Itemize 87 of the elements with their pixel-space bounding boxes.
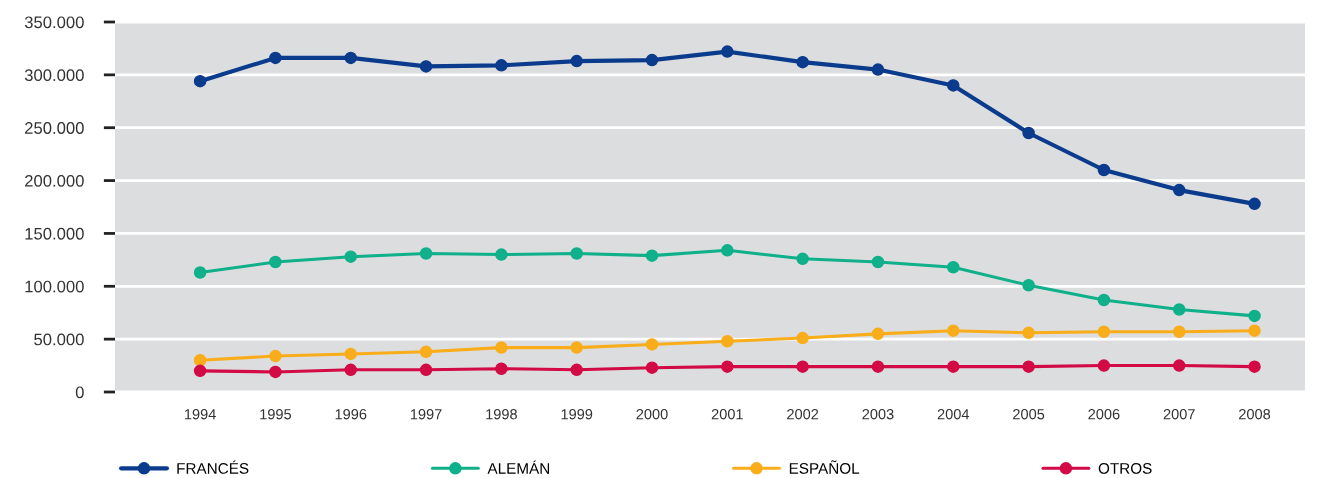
point: [947, 360, 960, 373]
point: [645, 361, 659, 374]
point: [721, 360, 734, 373]
x-tick-label: 2000: [636, 409, 668, 420]
point: [344, 347, 357, 361]
point: [1097, 163, 1111, 177]
point: [1172, 183, 1186, 197]
x-tick-label: 2004: [937, 409, 970, 420]
point: [419, 60, 433, 73]
point: [645, 338, 659, 351]
point: [193, 74, 207, 88]
point: [796, 331, 809, 345]
y-tick-label: 150.000: [25, 227, 84, 240]
point: [1248, 309, 1261, 323]
point: [645, 53, 659, 67]
point: [947, 261, 960, 274]
point: [1248, 197, 1261, 211]
point: [419, 247, 433, 260]
point: [1022, 360, 1035, 373]
point: [570, 54, 583, 68]
point: [1097, 325, 1111, 338]
point: [344, 363, 357, 377]
point: [269, 349, 282, 363]
point: [871, 360, 885, 373]
point: [269, 365, 282, 379]
point: [947, 324, 960, 337]
point: [1248, 360, 1261, 373]
point: [1022, 278, 1035, 292]
point: [269, 255, 282, 269]
point: [269, 51, 282, 65]
point: [344, 250, 357, 263]
point: [1172, 359, 1186, 372]
x-tick-label: 1999: [561, 409, 593, 420]
point: [193, 354, 207, 367]
x-tick-label: 1994: [185, 409, 216, 420]
point: [495, 341, 508, 354]
point: [1097, 359, 1111, 372]
point: [947, 79, 960, 92]
y-tick-label: 250.000: [25, 122, 84, 134]
point: [344, 51, 357, 65]
y-tick-label: 300.000: [24, 69, 84, 82]
x-tick-label: 2005: [1013, 409, 1045, 420]
point: [570, 341, 583, 354]
x-tick-label: 2001: [711, 409, 743, 420]
point: [193, 266, 207, 279]
point: [495, 248, 508, 261]
point: [193, 364, 207, 378]
x-tick-label: 1995: [260, 409, 292, 420]
point: [1172, 325, 1186, 338]
point: [1097, 293, 1111, 307]
point: [645, 249, 659, 262]
legend-label: FRANCÉS: [177, 460, 249, 474]
y-tick-label: 50.000: [34, 333, 84, 346]
point: [796, 55, 809, 69]
y-tick-label: 200.000: [25, 174, 84, 187]
x-tick-label: 2006: [1088, 409, 1120, 420]
y-tick-label: 100.000: [25, 280, 84, 293]
point: [721, 45, 734, 58]
point: [570, 363, 583, 377]
x-tick-label: 1997: [410, 409, 442, 420]
point: [1172, 303, 1186, 316]
x-tick-label: 2007: [1163, 409, 1195, 420]
point: [796, 360, 809, 373]
point: [419, 363, 433, 377]
point: [1022, 326, 1035, 340]
x-tick-label: 2003: [862, 409, 894, 420]
point: [871, 255, 885, 269]
point: [871, 63, 885, 76]
point: [495, 362, 508, 375]
point: [1248, 324, 1261, 337]
x-tick-label: 1996: [335, 409, 367, 420]
point: [495, 59, 508, 72]
x-tick-label: 1998: [486, 409, 517, 420]
point: [796, 252, 809, 266]
legend-label: ALEMÁN: [487, 460, 550, 474]
x-tick-label: 2008: [1239, 409, 1271, 420]
point: [570, 247, 583, 260]
legend-label: OTROS: [1098, 462, 1152, 474]
x-tick-label: 2002: [787, 409, 819, 420]
point: [721, 244, 734, 257]
point: [871, 327, 885, 341]
point: [721, 335, 734, 348]
legend-label: ESPAÑOL: [789, 460, 860, 474]
point: [1022, 126, 1035, 140]
point: [419, 345, 433, 359]
y-tick-label: 350.000: [24, 16, 84, 29]
y-tick-label: 0: [75, 386, 84, 399]
